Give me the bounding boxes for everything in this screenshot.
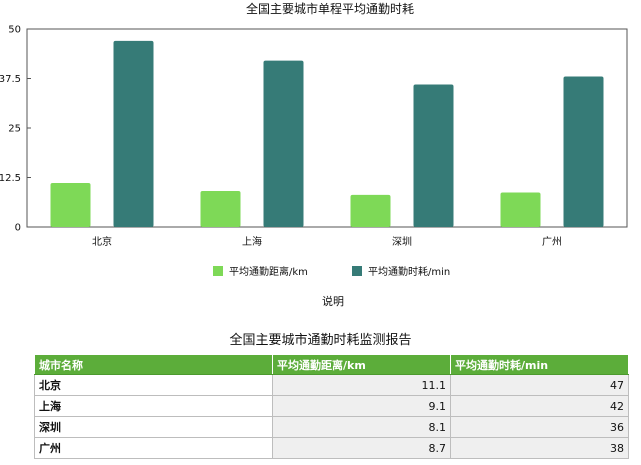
bar	[500, 192, 541, 227]
y-tick-label: 50	[8, 25, 21, 36]
cell-time: 36	[450, 416, 629, 438]
bar	[113, 40, 154, 227]
y-tick-label: 25	[8, 124, 21, 135]
legend-label: 平均通勤时耗/min	[368, 265, 450, 278]
report-table: 城市名称 平均通勤距离/km 平均通勤时耗/min 北京 11.1 47 上海 …	[34, 354, 629, 459]
cell-city: 上海	[34, 395, 273, 417]
x-category-label: 广州	[542, 236, 562, 248]
cell-distance: 8.7	[272, 437, 451, 459]
legend-swatch	[213, 266, 223, 276]
cell-city: 深圳	[34, 416, 273, 438]
table-row: 北京 11.1 47	[34, 374, 629, 396]
legend-label: 平均通勤距离/km	[229, 265, 308, 278]
cell-time: 42	[450, 395, 629, 417]
bar	[350, 194, 391, 227]
report-title: 全国主要城市通勤时耗监测报告	[229, 333, 412, 348]
x-category-label: 上海	[242, 235, 262, 248]
cell-city: 广州	[34, 437, 273, 459]
cell-distance: 11.1	[272, 374, 451, 396]
y-tick-label: 0	[15, 223, 21, 234]
y-axis: 0 12.5 25 37.5 50	[0, 25, 628, 234]
chart-caption: 说明	[322, 294, 344, 308]
table-header-row: 城市名称 平均通勤距离/km 平均通勤时耗/min	[34, 354, 629, 375]
x-axis: 北京 上海 深圳 广州	[92, 235, 562, 248]
cell-city: 北京	[34, 374, 273, 396]
legend: 平均通勤距离/km 平均通勤时耗/min	[213, 265, 450, 278]
bar	[563, 76, 604, 228]
bar	[263, 60, 304, 228]
header-avg-time: 平均通勤时耗/min	[450, 354, 629, 375]
table-row: 深圳 8.1 36	[34, 416, 629, 438]
cell-distance: 8.1	[272, 416, 451, 438]
cell-time: 38	[450, 437, 629, 459]
bars-group	[50, 40, 604, 228]
legend-swatch	[352, 266, 362, 276]
cell-distance: 9.1	[272, 395, 451, 417]
x-category-label: 深圳	[392, 236, 412, 248]
y-tick-label: 12.5	[0, 173, 21, 184]
header-city-name: 城市名称	[34, 354, 273, 375]
bar-chart: 全国主要城市单程平均通勤时耗 0 12.5 25 37.5 50 北京 上海 深圳 广州 平均…	[0, 1, 628, 308]
table-row: 上海 9.1 42	[34, 395, 629, 417]
cell-time: 47	[450, 374, 629, 396]
bar	[200, 190, 241, 227]
chart-title: 全国主要城市单程平均通勤时耗	[246, 1, 414, 16]
bar	[413, 84, 454, 227]
plot-frame	[26, 28, 628, 228]
x-category-label: 北京	[92, 235, 112, 248]
bar	[50, 183, 91, 227]
header-avg-distance: 平均通勤距离/km	[272, 354, 451, 375]
table-row: 广州 8.7 38	[34, 437, 629, 459]
y-tick-label: 37.5	[0, 74, 21, 85]
